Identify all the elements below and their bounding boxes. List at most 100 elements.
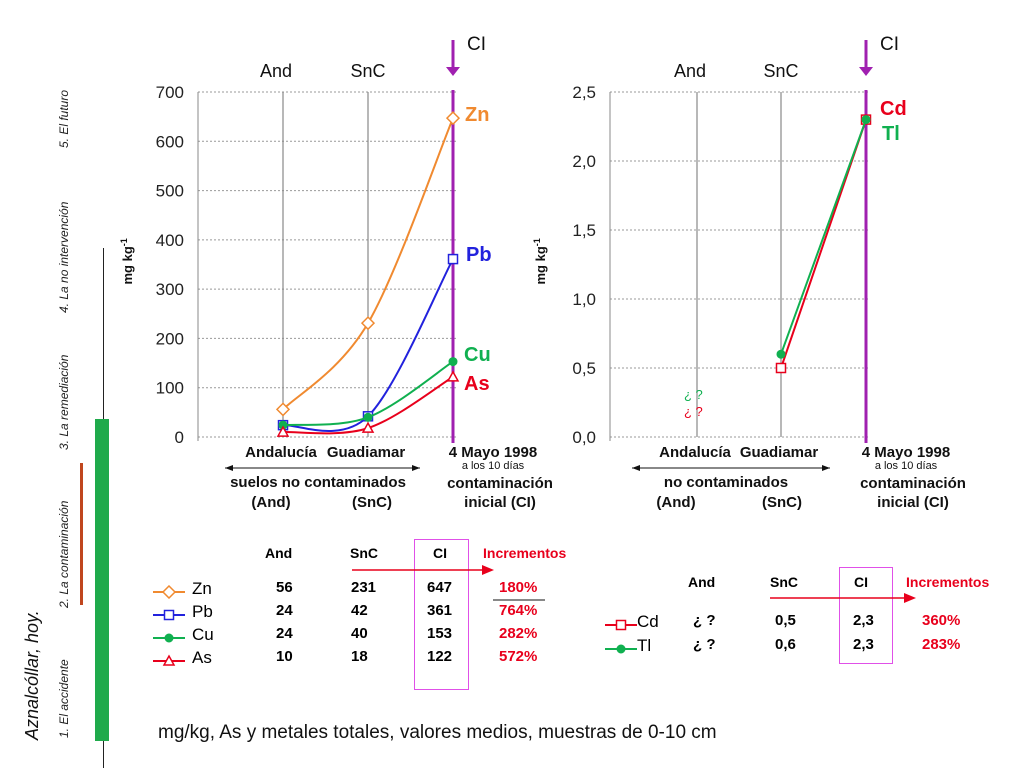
legend-row-cu	[153, 631, 185, 649]
x-category-sublabel: a los 10 días	[875, 460, 938, 472]
y-tick-label: 200	[156, 329, 184, 348]
y-tick-label: 2,5	[572, 83, 596, 102]
y-tick-label: 600	[156, 132, 184, 151]
table2-header-snc: SnC	[770, 574, 798, 590]
x-category-label: Andalucía	[245, 444, 317, 461]
x-snc-abbr: (SnC)	[762, 494, 802, 511]
data-point-as	[276, 425, 290, 437]
series-label-pb: Pb	[466, 244, 492, 266]
y-tick-label: 100	[156, 379, 184, 398]
x-arrow-label: no contaminados	[664, 474, 788, 491]
y-tick-label: 0	[175, 428, 184, 447]
x-category-label: Guadiamar	[740, 444, 819, 461]
legend-name: Pb	[192, 602, 213, 621]
y-tick-label: 300	[156, 280, 184, 299]
footer-note: mg/kg, As y metales totales, valores med…	[158, 722, 717, 743]
cell-increment: 283%	[922, 636, 961, 653]
x-category-label: Andalucía	[659, 444, 731, 461]
table2-header-increments: Incrementos	[906, 574, 990, 590]
legend-row-zn	[153, 584, 185, 603]
data-point-zn	[360, 316, 376, 331]
cell-increment: 180%	[499, 579, 538, 596]
table1-header-cl: CI	[433, 545, 447, 561]
cl-arrow-head	[859, 67, 873, 76]
data-point-tl	[776, 349, 786, 359]
table2-header-and: And	[688, 574, 716, 590]
legend-marker-cd	[605, 619, 637, 631]
cell-and: 56	[276, 579, 293, 596]
cell-snc: 231	[351, 579, 377, 596]
data-point-cu	[363, 412, 373, 422]
x-snc-abbr: (SnC)	[352, 494, 392, 511]
cell-cl: 2,3	[853, 636, 874, 653]
cell-and: 24	[276, 625, 293, 642]
cell-snc: 42	[351, 602, 368, 619]
sidebar-orange-line	[80, 463, 83, 605]
data-point-zn	[445, 111, 461, 126]
sidebar-green-bar	[95, 419, 109, 741]
legend-row-as	[153, 654, 185, 672]
cell-and: 10	[276, 648, 293, 665]
double-arrow-right-head	[822, 465, 830, 471]
cell-increment: 282%	[499, 625, 538, 642]
cell-snc: 0,5	[775, 612, 796, 629]
x-cl-label: contaminación	[860, 475, 966, 492]
legend-marker-zn	[153, 584, 185, 600]
cell-snc: 40	[351, 625, 368, 642]
cell-cl: 361	[427, 602, 453, 619]
series-label-cd: Cd	[880, 98, 907, 120]
top-label-snc: SnC	[763, 61, 798, 81]
y-tick-label: 1,5	[572, 221, 596, 240]
cell-and: ¿ ?	[693, 612, 716, 629]
series-label-as: As	[464, 373, 490, 395]
top-label-cl: CI	[880, 34, 899, 55]
top-label-cl: CI	[467, 34, 486, 55]
x-and-abbr: (And)	[656, 494, 695, 511]
cell-snc: 0,6	[775, 636, 796, 653]
legend-name: Cu	[192, 625, 214, 644]
y-axis-label: mg kg-1	[119, 238, 135, 284]
y-tick-label: 2,0	[572, 152, 596, 171]
cl-arrow-head	[446, 67, 460, 76]
cell-and: ¿ ?	[693, 636, 716, 653]
y-tick-label: 500	[156, 182, 184, 201]
cell-increment: 360%	[922, 612, 961, 629]
legend-row-cd	[605, 618, 637, 636]
table1-header-increments: Incrementos	[483, 545, 567, 561]
series-line-zn	[282, 117, 454, 411]
cell-increment: 764%	[499, 602, 538, 619]
legend-marker-pb	[153, 609, 185, 621]
x-category-label: Guadiamar	[327, 444, 406, 461]
x-cl-label: contaminación	[447, 475, 553, 492]
top-label-and: And	[674, 61, 706, 81]
cell-snc: 18	[351, 648, 368, 665]
legend-marker-tl	[605, 644, 637, 654]
cell-cl: 647	[427, 579, 453, 596]
legend-marker-as	[153, 654, 185, 666]
legend-marker-cu	[153, 633, 185, 643]
series-line-tl	[780, 119, 867, 355]
data-point-tl	[861, 115, 871, 125]
y-axis-label: mg kg-1	[532, 238, 548, 284]
series-label-cu: Cu	[464, 344, 491, 366]
y-tick-label: 700	[156, 83, 184, 102]
cell-cl: 122	[427, 648, 453, 665]
data-point-cu	[448, 357, 458, 367]
table1-header-snc: SnC	[350, 545, 378, 561]
series-label-zn: Zn	[465, 104, 489, 126]
double-arrow-right-head	[412, 465, 420, 471]
x-category-label: 4 Mayo 1998	[862, 444, 950, 461]
data-point-as	[361, 421, 375, 433]
legend-row-tl	[605, 642, 637, 660]
top-label-and: And	[260, 61, 292, 81]
legend-name: Cd	[637, 612, 659, 631]
cell-increment: 572%	[499, 648, 538, 665]
table2-header-cl: CI	[854, 574, 868, 590]
table1-header-and: And	[265, 545, 293, 561]
table1-cl-box	[414, 539, 469, 690]
cell-and: 24	[276, 602, 293, 619]
cell-cl: 2,3	[853, 612, 874, 629]
y-tick-label: 1,0	[572, 290, 596, 309]
